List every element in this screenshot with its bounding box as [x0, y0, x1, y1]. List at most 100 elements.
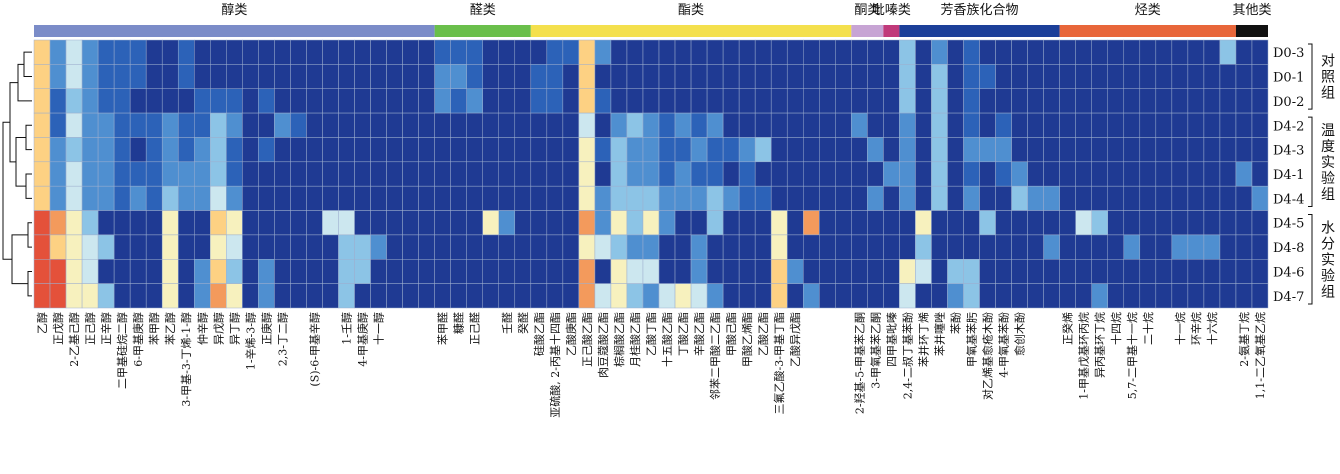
heatmap-cell	[867, 39, 884, 65]
category-label-7: 其他类	[1232, 3, 1271, 18]
heatmap-cell	[450, 39, 467, 65]
heatmap-cell	[306, 259, 323, 284]
heatmap-cell	[738, 259, 756, 284]
heatmap-cell	[466, 64, 483, 89]
heatmap-cell	[530, 64, 548, 89]
heatmap-cell	[1251, 259, 1269, 284]
heatmap-cell	[450, 234, 467, 260]
row-label: D0-1	[1273, 71, 1304, 86]
heatmap-cell	[466, 39, 483, 65]
heatmap-cell	[498, 137, 516, 163]
heatmap-cell	[145, 259, 163, 284]
heatmap-cell	[995, 210, 1012, 236]
heatmap-cell	[754, 88, 772, 114]
heatmap-cell	[498, 161, 516, 187]
heatmap-cell	[594, 259, 612, 284]
heatmap-cell	[210, 161, 227, 187]
heatmap-cell	[867, 259, 884, 284]
column-label: 1-甲基戊基环丙烷	[1077, 312, 1091, 400]
heatmap-cell	[370, 39, 387, 65]
heatmap-cell	[546, 234, 564, 260]
heatmap-cell	[129, 137, 147, 163]
heatmap-cell	[81, 39, 99, 65]
heatmap-cell	[1059, 64, 1076, 89]
heatmap-cell	[338, 137, 355, 163]
heatmap-cell	[210, 88, 227, 114]
heatmap-cell	[1027, 259, 1044, 284]
heatmap-cell	[851, 234, 868, 260]
heatmap-cell	[674, 283, 692, 309]
heatmap-cell	[290, 234, 307, 260]
heatmap-cell	[466, 210, 483, 236]
heatmap-cell	[306, 137, 323, 163]
heatmap-cell	[402, 39, 419, 65]
column-label: 苯甲醇	[147, 312, 161, 345]
heatmap-cell	[770, 234, 788, 260]
heatmap-cell	[370, 88, 387, 114]
heatmap-cell	[1139, 88, 1157, 114]
group-bracket-0	[1308, 43, 1313, 110]
heatmap-cell	[642, 259, 660, 284]
heatmap-cell	[1075, 88, 1092, 114]
heatmap-cell	[49, 185, 67, 211]
heatmap-cell	[194, 64, 211, 89]
heatmap-cell	[514, 283, 532, 309]
heatmap-cell	[883, 88, 900, 114]
column-label: 1-辛烯-3-醇	[243, 312, 257, 370]
heatmap-cell	[354, 210, 371, 236]
heatmap-cell	[626, 137, 644, 163]
heatmap-cell	[290, 259, 307, 284]
heatmap-cell	[210, 234, 227, 260]
heatmap-cell	[402, 210, 419, 236]
heatmap-cell	[995, 234, 1012, 260]
heatmap-cell	[418, 259, 435, 284]
heatmap-cell	[322, 88, 339, 114]
heatmap-cell	[963, 137, 980, 163]
heatmap-cell	[754, 161, 772, 187]
heatmap-cell	[418, 161, 435, 187]
heatmap-cell	[706, 161, 724, 187]
heatmap-cell	[802, 210, 820, 236]
heatmap-cell	[1091, 137, 1108, 163]
heatmap-cell	[354, 88, 371, 114]
heatmap-cell	[915, 210, 932, 236]
heatmap-cell	[835, 112, 852, 138]
column-label: 辛酸乙酯	[692, 312, 706, 356]
heatmap-cell	[931, 39, 948, 65]
heatmap-cell	[1075, 259, 1092, 284]
heatmap-cell	[386, 234, 403, 260]
heatmap-cell	[995, 259, 1012, 284]
heatmap-cell	[1011, 112, 1028, 138]
heatmap-cell	[226, 234, 243, 260]
heatmap-cell	[386, 64, 403, 89]
heatmap-cell	[1043, 210, 1060, 236]
heatmap-cell	[129, 259, 147, 284]
heatmap-cell	[1203, 137, 1221, 163]
heatmap-cell	[802, 185, 820, 211]
heatmap-cells	[33, 39, 1269, 309]
heatmap-cell	[690, 161, 708, 187]
heatmap-cell	[883, 64, 900, 89]
heatmap-cell	[1027, 283, 1044, 309]
heatmap-cell	[1219, 64, 1237, 89]
heatmap-cell	[49, 161, 67, 187]
heatmap-cell	[578, 161, 596, 187]
heatmap-cell	[1171, 39, 1189, 65]
heatmap-cell	[466, 161, 483, 187]
heatmap-cell	[65, 259, 83, 284]
heatmap-cell	[242, 161, 259, 187]
heatmap-cell	[322, 39, 339, 65]
heatmap-cell	[322, 112, 339, 138]
heatmap-cell	[434, 259, 451, 284]
heatmap-cell	[514, 185, 532, 211]
heatmap-cell	[674, 64, 692, 89]
heatmap-cell	[722, 161, 740, 187]
heatmap-cell	[915, 259, 932, 284]
heatmap-cell	[738, 112, 756, 138]
heatmap-cell	[370, 137, 387, 163]
heatmap-cell	[851, 39, 868, 65]
heatmap-cell	[498, 64, 516, 89]
heatmap-cell	[1187, 88, 1205, 114]
heatmap-cell	[1219, 283, 1237, 309]
heatmap-cell	[514, 137, 532, 163]
